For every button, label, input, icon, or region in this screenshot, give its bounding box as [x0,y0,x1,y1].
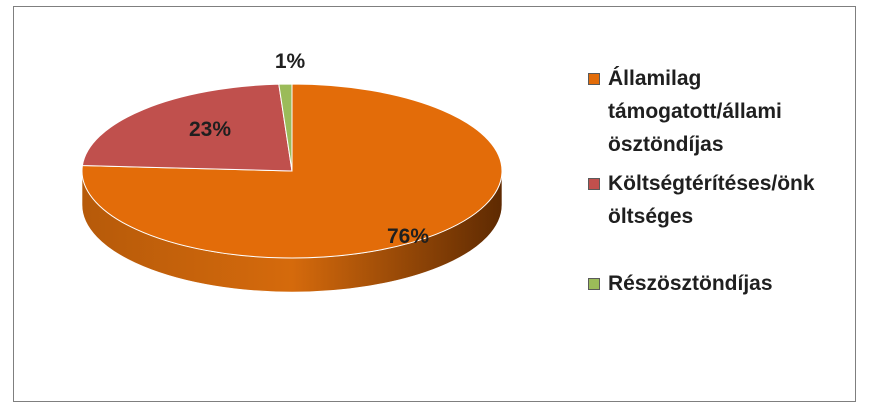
pie-data-label: 1% [275,50,306,73]
pie-tops [81,83,503,259]
legend-swatch [588,278,600,290]
pie-data-label: 76% [387,225,429,248]
legend-item-allamilag: Államilag támogatott/állami ösztöndíjas [588,62,858,161]
chart-legend: Államilag támogatott/állami ösztöndíjas … [588,62,858,300]
pie-data-label: 23% [189,118,231,141]
legend-label: Államilag [608,67,702,90]
pie-slice [81,83,503,259]
legend-label: Költségtérítéses/önk [608,172,815,195]
pie-labels: 76% 23% 1% [189,50,429,248]
legend-item-reszosztondijas: Részösztöndíjas [588,267,858,300]
legend-label: ösztöndíjas [608,133,724,156]
pie-slice [278,83,293,172]
legend-swatch [588,73,600,85]
legend-label: öltséges [608,205,694,228]
legend-label: támogatott/állami [608,100,782,123]
legend-item-koltsegteriteses: Költségtérítéses/önk öltséges [588,167,858,233]
legend-label: Részösztöndíjas [608,272,773,295]
legend-swatch [588,178,600,190]
pie-slice [81,83,293,172]
